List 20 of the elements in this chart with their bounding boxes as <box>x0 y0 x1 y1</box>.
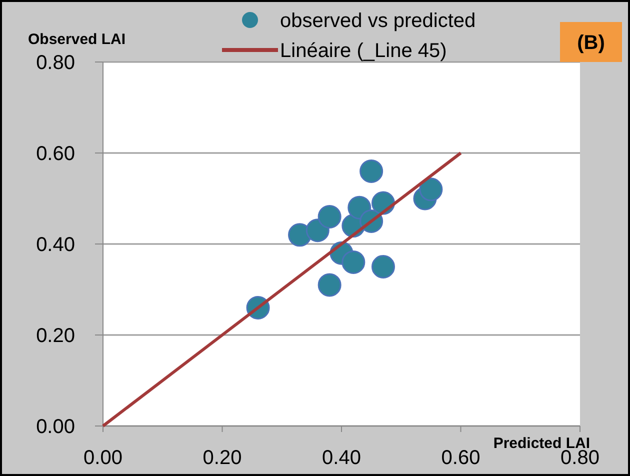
y-axis-title: Observed LAI <box>28 31 126 48</box>
legend-label: Linéaire (_Line 45) <box>280 40 447 62</box>
point <box>342 250 366 274</box>
y-tick-label: 0.80 <box>36 52 75 74</box>
x-tick-label: 0.40 <box>322 447 361 469</box>
point <box>318 273 342 297</box>
y-tick-label: 0.60 <box>36 143 75 165</box>
y-tick-label: 0.00 <box>36 416 75 438</box>
x-tick-label: 0.20 <box>202 447 242 469</box>
point <box>419 178 443 202</box>
text: (B) <box>577 32 605 54</box>
legend-label: observed vs predicted <box>280 10 476 32</box>
y-tick-label: 0.20 <box>36 325 75 347</box>
point <box>371 255 395 278</box>
point <box>360 159 384 183</box>
point <box>318 204 342 228</box>
x-tick-label: 0.80 <box>560 447 600 469</box>
x-tick-label: 0.60 <box>441 447 480 469</box>
y-tick-label: 0.40 <box>36 234 75 256</box>
x-tick-label: 0.00 <box>84 447 122 469</box>
